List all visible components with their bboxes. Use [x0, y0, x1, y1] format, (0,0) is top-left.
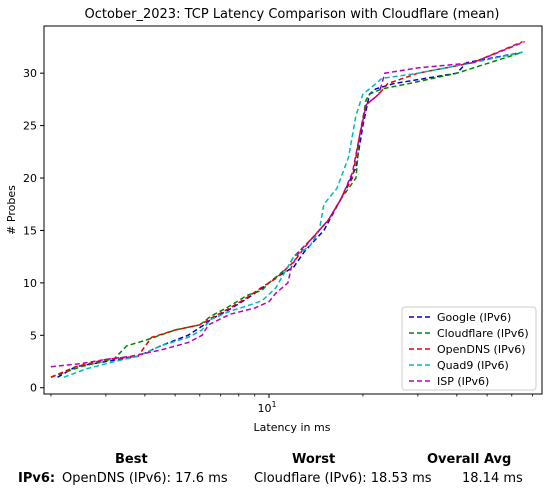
- row-label: IPv6: [18, 471, 50, 486]
- worst-value: Cloudflare (IPv6): 18.53 ms: [254, 471, 432, 486]
- y-tick-label: 0: [30, 382, 37, 395]
- y-axis-label: # Probes: [5, 185, 18, 235]
- x-axis-label: Latency in ms: [254, 421, 331, 434]
- x-axis-ticks: 101: [50, 394, 534, 415]
- legend: Google (IPv6) Cloudflare (IPv6) OpenDNS (I…: [401, 306, 537, 391]
- legend-label: ISP (IPv6): [437, 375, 489, 388]
- x-tick-label: 101: [257, 400, 276, 415]
- y-tick-label: 30: [23, 67, 37, 80]
- best-value: OpenDNS (IPv6): 17.6 ms: [62, 471, 228, 486]
- y-tick-label: 25: [23, 120, 37, 133]
- series-lines: [50, 41, 525, 378]
- overall-header: Overall Avg: [427, 452, 512, 467]
- y-tick-label: 10: [23, 277, 37, 290]
- latency-chart: October_2023: TCP Latency Comparison wit…: [5, 7, 543, 434]
- plot-frame: [43, 25, 543, 395]
- y-tick-label: 5: [30, 329, 37, 342]
- series-line: [50, 41, 525, 368]
- best-header: Best: [115, 452, 148, 467]
- row-label-colon: :: [49, 471, 56, 486]
- legend-label: OpenDNS (IPv6): [437, 343, 526, 356]
- y-axis-ticks: 0 5 10 15 20 25 30: [23, 67, 44, 395]
- series-line: [63, 51, 523, 378]
- chart-title: October_2023: TCP Latency Comparison wit…: [84, 7, 499, 22]
- y-tick-label: 15: [23, 224, 37, 237]
- legend-label: Google (IPv6): [437, 311, 511, 324]
- overall-value: 18.14 ms: [462, 471, 523, 486]
- y-tick-label: 20: [23, 172, 37, 185]
- legend-label: Quad9 (IPv6): [437, 359, 509, 372]
- worst-header: Worst: [292, 452, 336, 467]
- legend-label: Cloudflare (IPv6): [437, 327, 529, 340]
- ipv6-row: IPv6:: [18, 471, 55, 486]
